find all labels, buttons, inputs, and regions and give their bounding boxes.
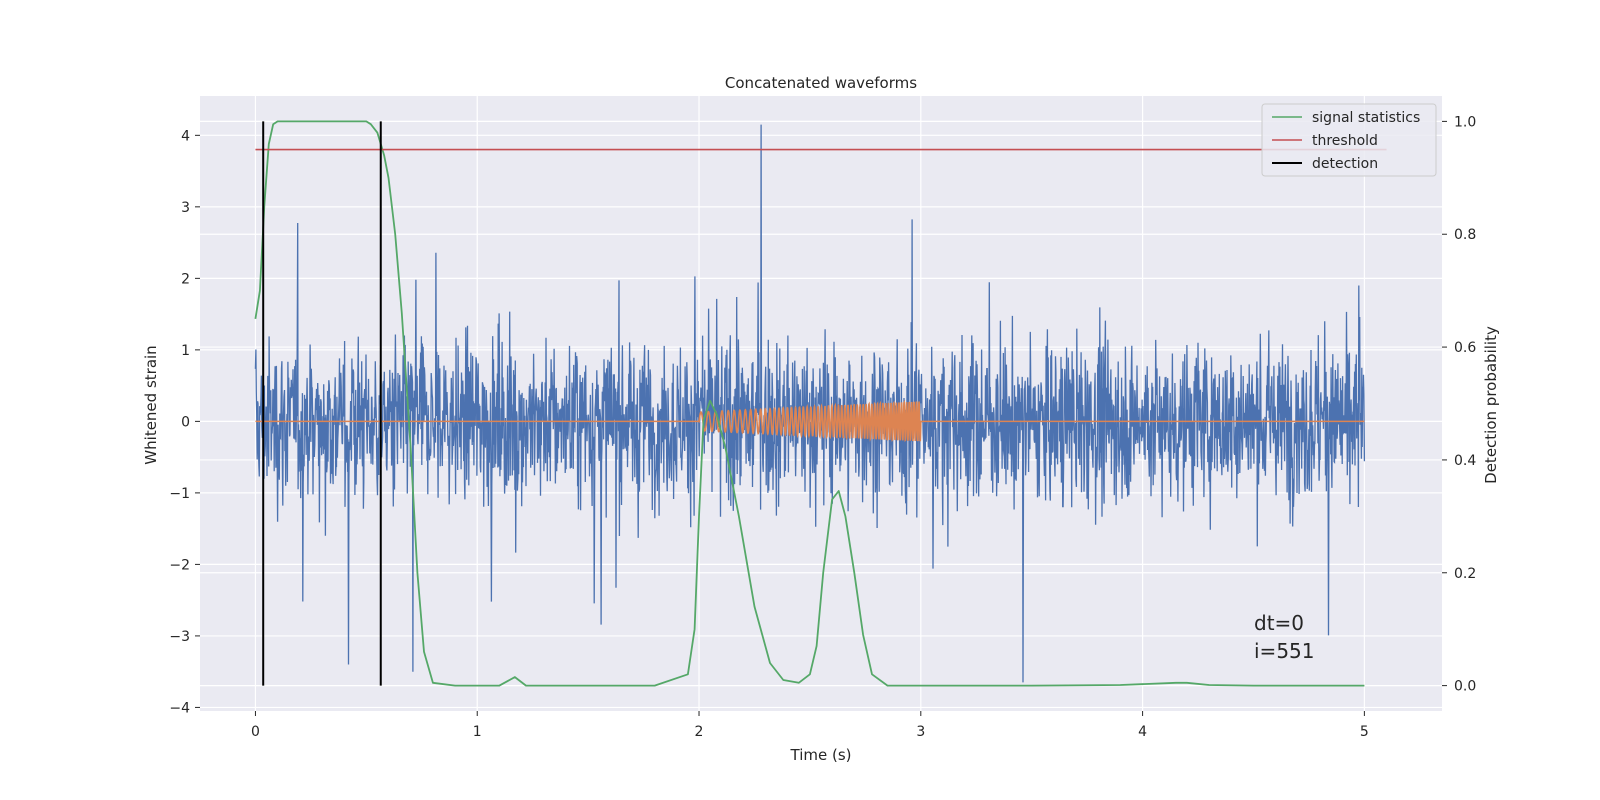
y-axis-label-left: Whitened strain	[142, 345, 160, 464]
chart-title: Concatenated waveforms	[725, 74, 917, 92]
y-tick-label-right: 0.0	[1454, 679, 1476, 695]
y-tick-label-left: 4	[181, 128, 190, 144]
y-tick-labels-right: 0.0 0.2 0.4 0.6 0.8 1.0	[1442, 114, 1476, 695]
chirp-series-line	[255, 399, 1365, 443]
y-tick-labels-left: −4 −3 −2 −1 0 1 2 3 4	[169, 128, 200, 716]
y-tick-label-left: −1	[169, 486, 190, 502]
x-tick-labels: 0 1 2 3 4 5	[251, 711, 1369, 740]
signal-statistics-line	[254, 120, 1365, 687]
y-tick-label-left: 1	[181, 343, 190, 359]
y-tick-label-left: −2	[169, 557, 190, 573]
y-tick-label-right: 0.8	[1454, 227, 1476, 243]
y-tick-label-left: 0	[181, 414, 190, 430]
y-axis-label-right: Detection probability	[1482, 326, 1500, 484]
x-tick-label: 3	[916, 724, 925, 740]
legend-label-detection: detection	[1312, 156, 1378, 172]
legend-label-signal-statistics: signal statistics	[1312, 110, 1420, 126]
x-tick-label: 5	[1360, 724, 1369, 740]
strain-series-line	[254, 124, 1366, 683]
x-tick-label: 1	[473, 724, 482, 740]
x-axis-label: Time (s)	[790, 746, 852, 764]
y-tick-label-right: 0.2	[1454, 566, 1476, 582]
y-tick-label-right: 1.0	[1454, 114, 1476, 130]
series-layer	[254, 120, 1387, 687]
x-tick-label: 4	[1138, 724, 1147, 740]
y-tick-label-left: −4	[169, 700, 190, 716]
y-tick-label-left: 3	[181, 200, 190, 216]
legend-box	[1261, 103, 1437, 177]
y-tick-label-left: 2	[181, 271, 190, 287]
annotation-index: i=551	[1254, 639, 1315, 663]
y-tick-label-left: −3	[169, 629, 190, 645]
legend-label-threshold: threshold	[1312, 133, 1378, 149]
legend: signal statistics threshold detection	[1261, 103, 1437, 177]
annotation: dt=0 i=551	[1254, 611, 1315, 663]
x-tick-label: 2	[695, 724, 704, 740]
y-tick-label-right: 0.4	[1454, 453, 1476, 469]
annotation-dt: dt=0	[1254, 611, 1304, 635]
y-tick-label-right: 0.6	[1454, 340, 1476, 356]
x-tick-label: 0	[251, 724, 260, 740]
